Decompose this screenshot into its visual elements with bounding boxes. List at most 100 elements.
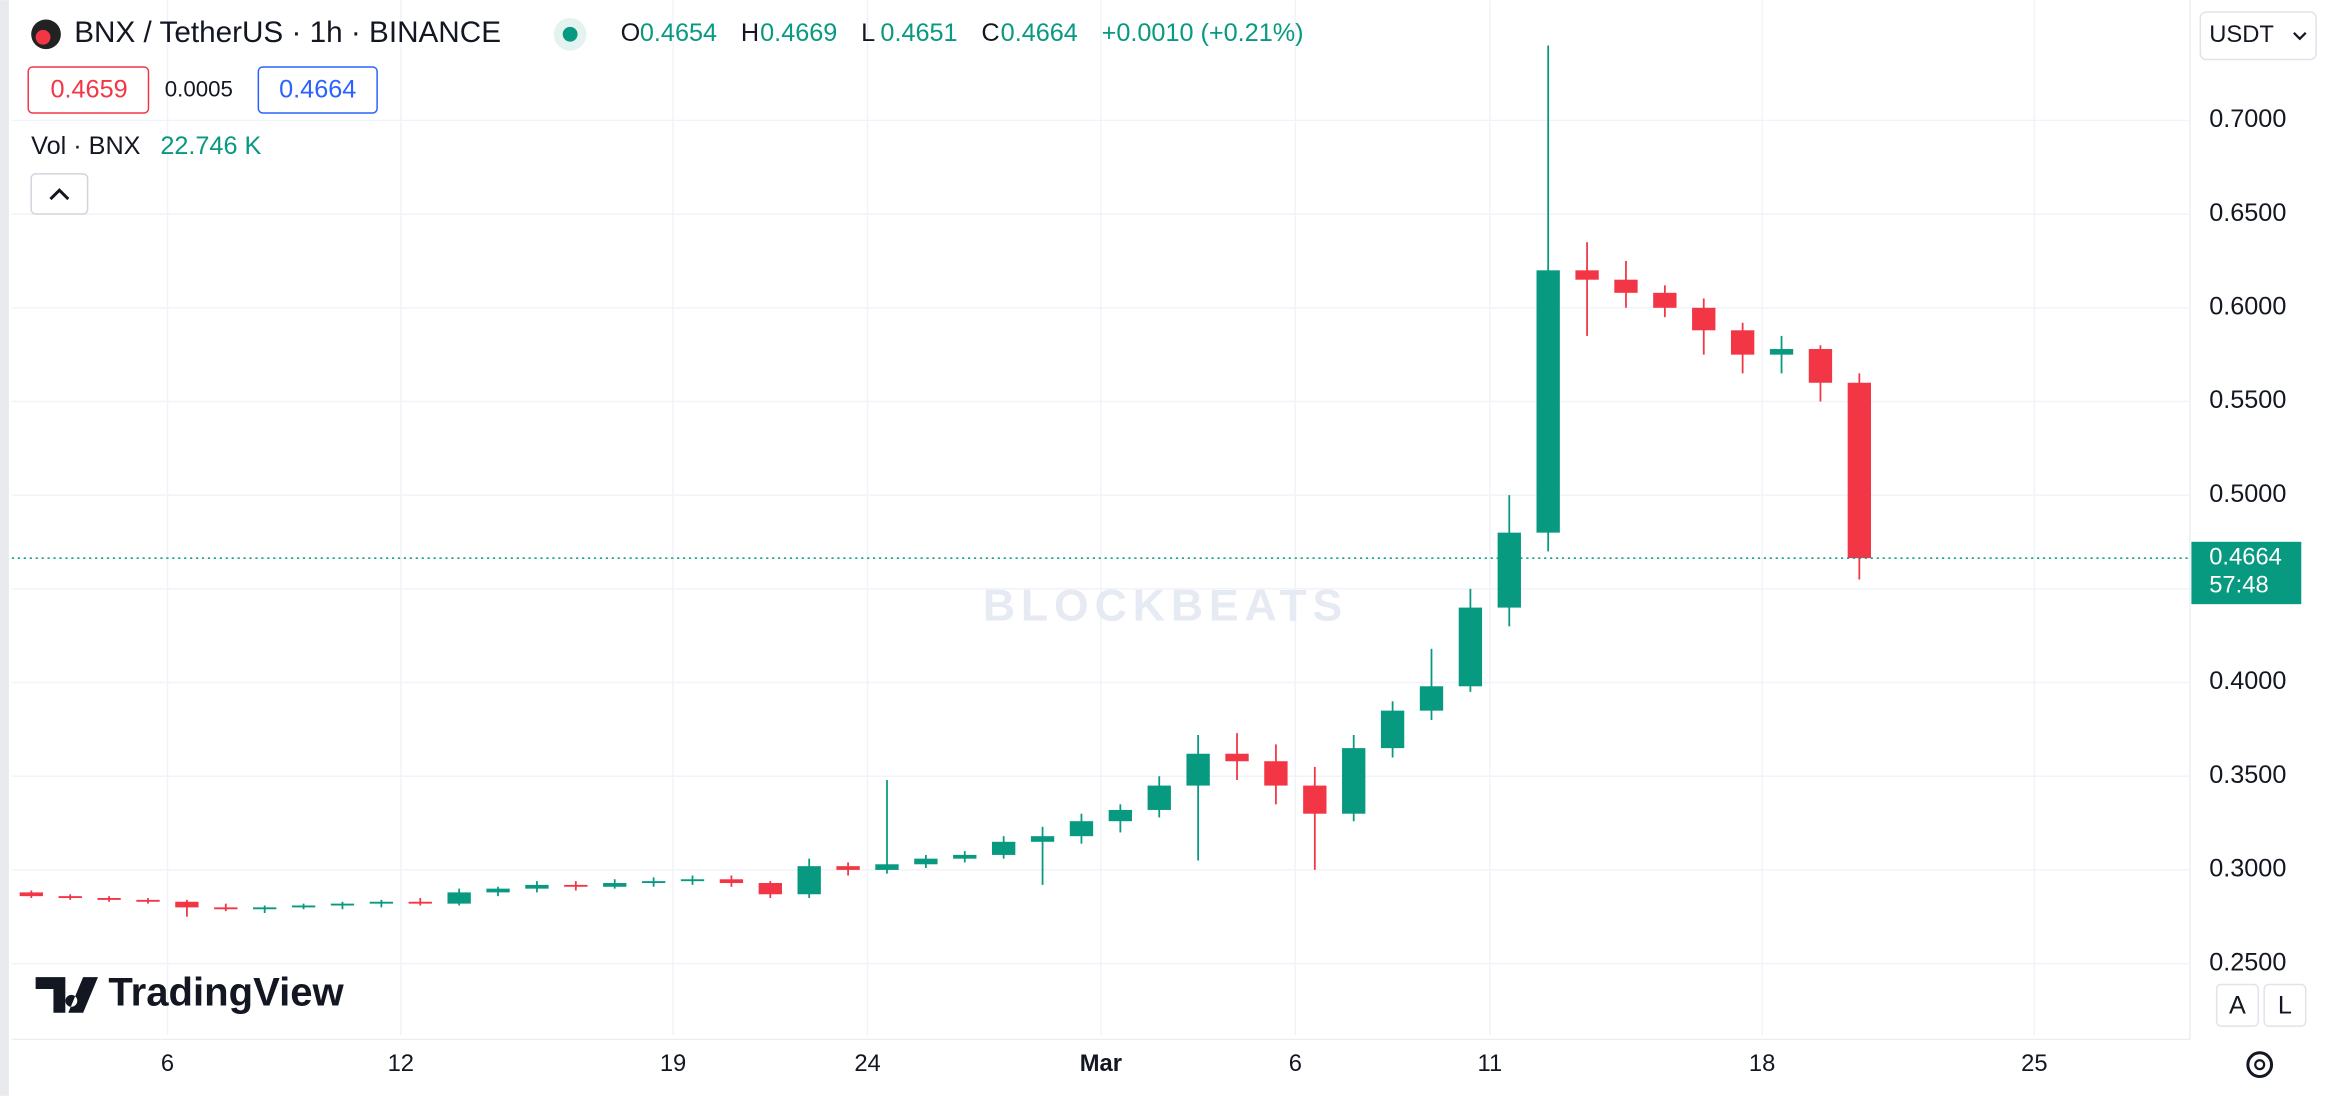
candle-body — [447, 892, 471, 904]
candle-body — [1614, 279, 1638, 293]
y-tick-label: 0.3500 — [2209, 761, 2286, 789]
candle-body — [525, 884, 549, 889]
y-tick-label: 0.6000 — [2209, 292, 2286, 320]
x-tick-label: 6 — [1289, 1050, 1302, 1077]
collapse-icon — [49, 188, 70, 201]
candle-body — [1536, 270, 1560, 533]
candle-body — [214, 907, 238, 910]
candle-body — [1575, 270, 1599, 280]
candle-body — [914, 858, 938, 865]
candle-body — [1342, 748, 1366, 814]
x-tick-label: 18 — [1749, 1050, 1775, 1077]
candle-body — [253, 907, 277, 910]
ohlc-key: C — [981, 19, 999, 47]
candle-body — [758, 883, 782, 895]
y-tick-label: 0.5000 — [2209, 480, 2286, 508]
candle-body — [369, 901, 394, 904]
y-tick-label: 0.3000 — [2209, 855, 2286, 883]
candle-body — [1225, 753, 1249, 762]
candle-body — [1147, 785, 1171, 810]
x-tick-label: 19 — [660, 1050, 686, 1077]
candle-body — [19, 892, 43, 897]
candle-body — [719, 879, 744, 884]
candle-body — [953, 854, 977, 859]
settings-button[interactable] — [2246, 1051, 2274, 1079]
dropdown-caret — [2293, 32, 2307, 41]
ohlc-key: O — [621, 19, 641, 47]
x-tick-label: 25 — [2021, 1050, 2047, 1077]
log-scale-button[interactable] — [2263, 983, 2307, 1027]
ohlc-value: 0.4664 — [1001, 19, 1078, 47]
volume-value: 22.746 K — [160, 132, 261, 160]
candle-body — [175, 901, 199, 908]
scale-button-label[interactable]: L — [2278, 991, 2292, 1019]
candle-body — [291, 905, 316, 908]
currency-dropdown[interactable] — [2199, 11, 2317, 61]
candle-body — [1653, 292, 1677, 308]
candle-body — [991, 841, 1016, 855]
symbol-icon-dot — [35, 29, 51, 45]
candle-body — [486, 888, 510, 893]
watermark: BLOCKBEATS — [983, 582, 1348, 631]
x-tick-label: 11 — [1478, 1050, 1503, 1077]
x-tick-label: Mar — [1080, 1050, 1122, 1077]
candle-body — [58, 896, 82, 899]
ask[interactable]: 0.4664 — [279, 75, 356, 103]
change: +0.0010 (+0.21%) — [1102, 19, 1304, 47]
volume-label: Vol · BNX — [31, 132, 141, 160]
ohlc-key: L — [861, 19, 875, 47]
candle-body — [1069, 821, 1094, 837]
collapse-button[interactable] — [30, 173, 89, 215]
x-tick-label: 24 — [854, 1050, 880, 1077]
candle-body — [1847, 382, 1871, 559]
last-price-label: 0.4664 — [2209, 543, 2282, 570]
candle-body — [603, 883, 627, 887]
candle-body — [875, 864, 899, 870]
candle-body — [1730, 330, 1755, 355]
candle-body — [641, 881, 666, 884]
candle-body — [1030, 836, 1055, 842]
candle-body — [1497, 532, 1521, 608]
candle-body — [1769, 349, 1794, 355]
candle-body — [136, 899, 160, 902]
ohlc-value: 0.4654 — [640, 19, 717, 47]
candle-body — [97, 898, 121, 900]
plot — [11, 45, 2190, 917]
ask-box[interactable] — [257, 66, 378, 114]
candle-body — [680, 879, 705, 882]
y-tick-label: 0.5500 — [2209, 386, 2286, 414]
y-tick-label: 0.7000 — [2209, 105, 2286, 133]
brand: TradingView — [108, 970, 344, 1014]
ohlc-key: H — [741, 19, 759, 47]
y-tick-label: 0.4000 — [2209, 667, 2286, 695]
candle-body — [1186, 753, 1210, 786]
candle-body — [1458, 607, 1483, 687]
settings-icon — [2254, 1059, 2266, 1071]
candle-body — [1303, 785, 1327, 814]
y-tick-label: 0.6500 — [2209, 199, 2286, 227]
bid-box[interactable] — [27, 66, 150, 114]
grid — [11, 0, 2190, 1035]
ohlc: O 0.4654 H 0.4669 L 0.4651 C 0.4664 — [621, 19, 1078, 47]
auto-scale-button[interactable] — [2215, 983, 2259, 1027]
ohlc-value: 0.4651 — [880, 19, 957, 47]
candle-body — [564, 884, 588, 887]
candle-body — [1264, 761, 1288, 786]
last-price-box — [2191, 541, 2302, 605]
candle-body — [1380, 710, 1405, 749]
symbol-title[interactable]: BNX / TetherUS · 1h · BINANCE — [74, 16, 501, 49]
scale-button-label[interactable]: A — [2229, 991, 2246, 1019]
candle-body — [1808, 349, 1833, 383]
y-tick-label: 0.2500 — [2209, 948, 2286, 976]
ohlc-value: 0.4669 — [760, 19, 837, 47]
x-tick-label: 6 — [161, 1050, 174, 1077]
x-tick-label: 12 — [388, 1050, 414, 1077]
currency[interactable]: USDT — [2209, 21, 2274, 48]
brand-logo — [35, 977, 98, 1013]
bid[interactable]: 0.4659 — [51, 75, 128, 103]
candle-body — [1419, 686, 1444, 711]
candle-body — [1692, 307, 1716, 331]
candle-body — [1108, 809, 1133, 822]
